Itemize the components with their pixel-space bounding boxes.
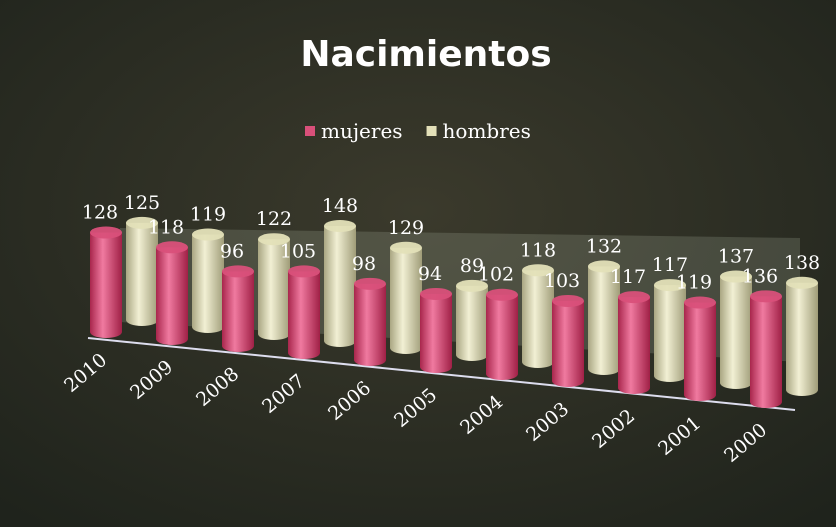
cylinder <box>288 265 320 359</box>
data-label: 119 <box>676 272 712 294</box>
data-label: 118 <box>520 239 556 261</box>
cylinder-top <box>390 241 422 254</box>
cylinder <box>420 287 452 373</box>
cylinder-body <box>684 302 716 395</box>
cylinder-top <box>420 287 452 300</box>
cylinder <box>390 241 422 354</box>
data-label: 136 <box>742 265 778 287</box>
data-label: 89 <box>460 255 484 277</box>
cylinder-body <box>720 276 752 383</box>
cylinder-top <box>324 220 356 232</box>
cylinder <box>324 220 356 347</box>
cylinder-body <box>126 222 158 320</box>
cylinder-body <box>156 247 188 339</box>
cylinder-top <box>486 288 518 301</box>
data-label: 122 <box>256 208 292 230</box>
cylinder <box>618 291 650 394</box>
cylinder <box>90 226 122 338</box>
cylinder-top <box>618 291 650 304</box>
cylinder-top <box>552 294 584 307</box>
cylinder <box>552 294 584 387</box>
cylinder-body <box>654 285 686 376</box>
cylinder <box>456 279 488 361</box>
cylinder-top <box>354 277 386 290</box>
cylinder <box>750 290 782 408</box>
cylinder-body <box>258 239 290 334</box>
data-label: 117 <box>610 266 646 288</box>
cylinder <box>588 260 620 375</box>
cylinder-top <box>258 233 290 246</box>
cylinder-body <box>222 271 254 346</box>
cylinder <box>126 216 158 326</box>
data-label: 94 <box>418 263 442 285</box>
cylinder-body <box>588 266 620 369</box>
cylinder-top <box>654 279 686 292</box>
cylinder-body <box>288 271 320 353</box>
cylinder <box>684 296 716 401</box>
cylinder-top <box>90 226 122 239</box>
cylinder-top <box>684 296 716 309</box>
cylinder-body <box>192 234 224 327</box>
data-label: 148 <box>322 195 358 217</box>
cylinder-top <box>456 279 488 292</box>
cylinder <box>354 277 386 366</box>
cylinder <box>222 265 254 352</box>
cylinder <box>486 288 518 380</box>
cylinder-top <box>126 216 158 229</box>
cylinder-body <box>420 293 452 367</box>
cylinder-body <box>552 300 584 381</box>
data-label: 132 <box>586 235 622 257</box>
cylinder-top <box>750 290 782 303</box>
cylinder-body <box>786 282 818 390</box>
cylinder-body <box>522 270 554 362</box>
cylinder-body <box>618 297 650 388</box>
data-label: 137 <box>718 246 754 268</box>
cylinder-body <box>456 285 488 355</box>
data-label: 118 <box>148 216 184 238</box>
data-label: 125 <box>124 192 160 214</box>
data-label: 119 <box>190 204 226 226</box>
cylinder-top <box>786 276 818 289</box>
data-label: 129 <box>388 217 424 239</box>
data-label: 117 <box>652 254 688 276</box>
data-label: 96 <box>220 240 244 262</box>
cylinder-top <box>156 241 188 254</box>
cylinder-body <box>354 283 386 360</box>
legend-label: hombres <box>443 119 531 143</box>
cylinder <box>258 233 290 340</box>
cylinder-top <box>192 228 224 241</box>
cylinder <box>654 279 686 382</box>
cylinder-top <box>288 265 320 278</box>
cylinder <box>522 264 554 368</box>
data-label: 98 <box>352 253 376 275</box>
data-label: 103 <box>544 270 580 292</box>
cylinder-top <box>588 260 620 273</box>
data-label: 102 <box>478 264 514 286</box>
cylinder-top <box>222 265 254 278</box>
legend-swatch <box>426 126 437 136</box>
cylinder <box>156 241 188 345</box>
cylinder <box>720 270 752 389</box>
floor-line <box>87 337 796 411</box>
cylinder-body <box>90 232 122 332</box>
data-label: 138 <box>784 252 820 274</box>
cylinder-body <box>486 294 518 374</box>
cylinder-body <box>324 226 356 341</box>
legend-label: mujeres <box>321 119 403 143</box>
chart-title: Nacimientos <box>300 34 551 75</box>
cylinder-body <box>750 296 782 402</box>
cylinder-body <box>390 247 422 348</box>
cylinder <box>192 228 224 333</box>
data-label: 128 <box>82 202 118 224</box>
cylinder-top <box>522 264 554 277</box>
cylinder <box>786 276 818 396</box>
data-label: 105 <box>280 240 316 262</box>
cylinder-top <box>720 270 752 283</box>
legend-swatch <box>305 126 315 136</box>
